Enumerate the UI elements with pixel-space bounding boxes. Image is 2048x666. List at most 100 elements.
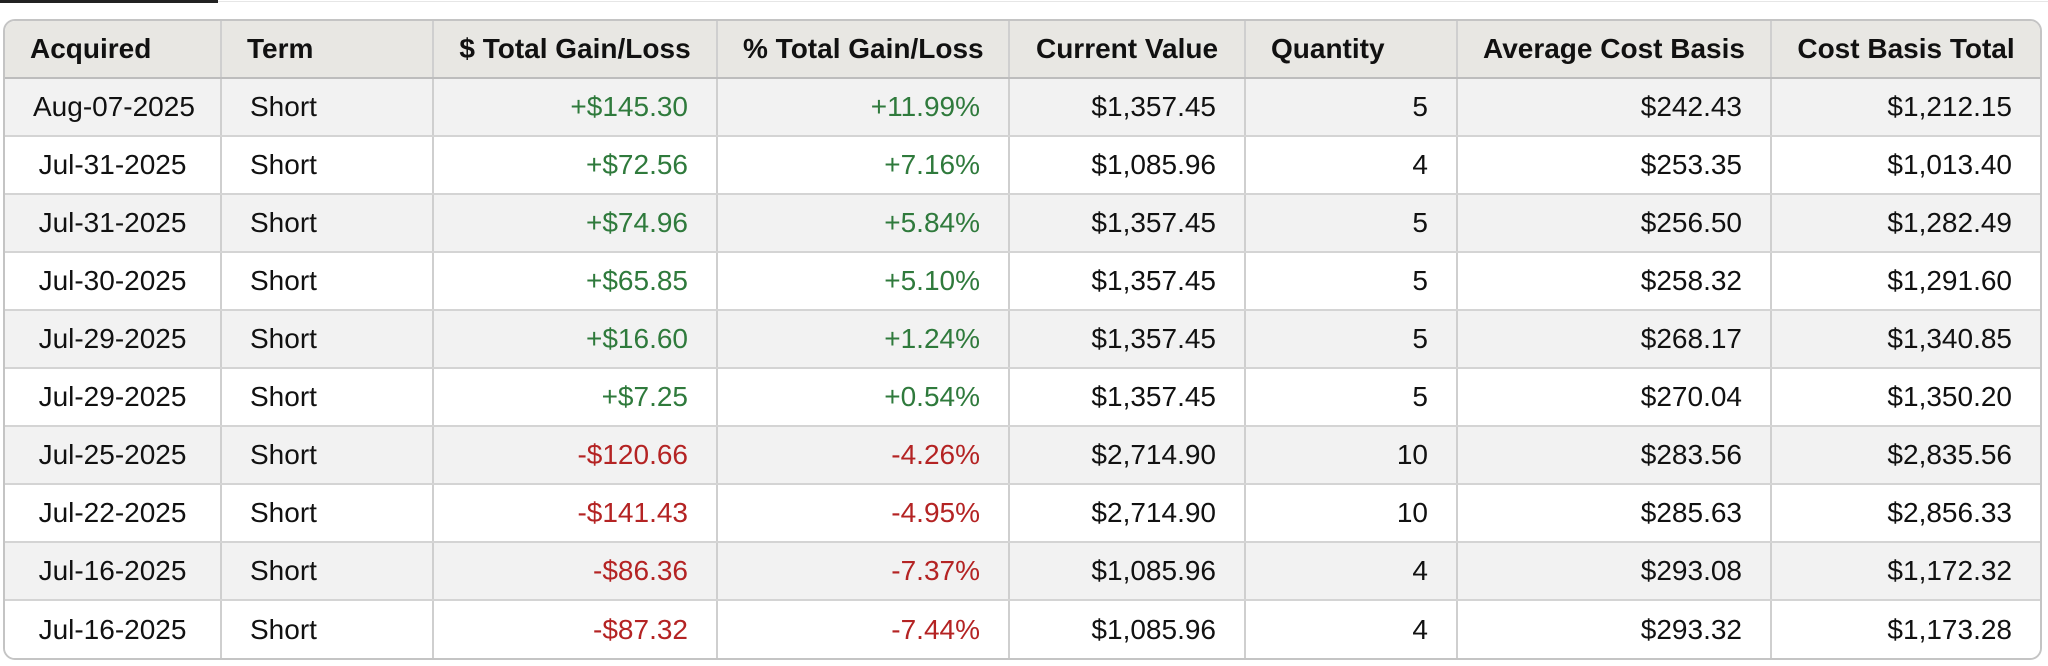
table-row: Jul-16-2025 Short -$86.36 -7.37% $1,085.… [5,542,2040,601]
cell-average-cost-basis: $285.63 [1457,484,1772,543]
cell-pct-gain-loss: +1.24% [717,310,1010,369]
cell-quantity: 4 [1245,136,1458,195]
cell-acquired: Jul-16-2025 [5,600,222,658]
cell-cost-basis-total: $1,350.20 [1771,368,2040,427]
cell-cost-basis-total: $1,291.60 [1771,252,2040,311]
table-row: Jul-31-2025 Short +$74.96 +5.84% $1,357.… [5,194,2040,253]
cell-current-value: $1,085.96 [1009,542,1246,601]
cell-average-cost-basis: $258.32 [1457,252,1772,311]
column-header-dollar-gain-loss[interactable]: $ Total Gain/Loss [433,21,718,79]
cell-average-cost-basis: $253.35 [1457,136,1772,195]
cell-cost-basis-total: $1,013.40 [1771,136,2040,195]
lots-table-container: Acquired Term $ Total Gain/Loss % Total … [3,19,2042,660]
cell-current-value: $2,714.90 [1009,426,1246,485]
cell-pct-gain-loss: -7.37% [717,542,1010,601]
cell-dollar-gain-loss: +$65.85 [433,252,718,311]
cell-average-cost-basis: $268.17 [1457,310,1772,369]
cell-cost-basis-total: $1,212.15 [1771,78,2040,137]
cell-cost-basis-total: $1,282.49 [1771,194,2040,253]
cell-acquired: Jul-22-2025 [5,484,222,543]
cell-current-value: $1,357.45 [1009,310,1246,369]
cell-quantity: 10 [1245,426,1458,485]
cell-term: Short [221,136,434,195]
cell-pct-gain-loss: -4.26% [717,426,1010,485]
cell-current-value: $1,357.45 [1009,368,1246,427]
table-row: Jul-29-2025 Short +$7.25 +0.54% $1,357.4… [5,368,2040,427]
cell-quantity: 5 [1245,194,1458,253]
cell-current-value: $1,085.96 [1009,136,1246,195]
cell-pct-gain-loss: -7.44% [717,600,1010,658]
cell-cost-basis-total: $1,173.28 [1887,613,2012,645]
header-row: Acquired Term $ Total Gain/Loss % Total … [5,21,2040,79]
cell-average-cost-basis: $256.50 [1457,194,1772,253]
cell-dollar-gain-loss: +$7.25 [433,368,718,427]
cell-term: Short [221,252,434,311]
cell-dollar-gain-loss: -$86.36 [433,542,718,601]
cell-term: Short [221,368,434,427]
cell-dollar-gain-loss: +$16.60 [433,310,718,369]
cell-term: Short [221,426,434,485]
table-row: Aug-07-2025 Short +$145.30 +11.99% $1,35… [5,78,2040,137]
cell-dollar-gain-loss: -$141.43 [433,484,718,543]
cell-average-cost-basis: $293.08 [1457,542,1772,601]
table-row: Jul-25-2025 Short -$120.66 -4.26% $2,714… [5,426,2040,485]
cell-quantity: 5 [1245,252,1458,311]
table-row: Jul-31-2025 Short +$72.56 +7.16% $1,085.… [5,136,2040,195]
cell-term: Short [221,600,434,658]
cell-current-value: $1,357.45 [1009,78,1246,137]
cell-current-value: $1,357.45 [1009,194,1246,253]
cell-term: Short [221,194,434,253]
cell-acquired: Jul-31-2025 [5,136,222,195]
cell-quantity: 10 [1245,484,1458,543]
cell-dollar-gain-loss: +$74.96 [433,194,718,253]
column-header-current-value[interactable]: Current Value [1009,21,1246,79]
column-header-cost-basis-total[interactable]: Cost Basis Total [1771,21,2040,79]
lots-table: Acquired Term $ Total Gain/Loss % Total … [5,21,2040,658]
cell-current-value: $1,357.45 [1009,252,1246,311]
table-header: Acquired Term $ Total Gain/Loss % Total … [5,21,2040,79]
cell-dollar-gain-loss: +$145.30 [433,78,718,137]
cell-quantity: 4 [1245,600,1458,658]
cell-acquired: Jul-31-2025 [5,194,222,253]
cell-cost-basis-total: $1,340.85 [1771,310,2040,369]
cell-acquired: Aug-07-2025 [5,78,222,137]
cell-pct-gain-loss: +11.99% [717,78,1010,137]
cell-current-value: $1,085.96 [1009,600,1246,658]
cell-quantity: 5 [1245,78,1458,137]
cell-quantity: 5 [1245,368,1458,427]
column-header-quantity[interactable]: Quantity [1245,21,1458,79]
cell-average-cost-basis: $293.32 [1457,600,1772,658]
table-row: Jul-16-2025 Short -$87.32 -7.44% $1,085.… [5,600,2040,658]
cell-average-cost-basis: $242.43 [1457,78,1772,137]
column-header-acquired[interactable]: Acquired [5,21,222,79]
cell-term: Short [221,78,434,137]
cell-term: Short [221,310,434,369]
cell-acquired: Jul-29-2025 [5,310,222,369]
cell-dollar-gain-loss: -$87.32 [433,600,718,658]
table-row: Jul-30-2025 Short +$65.85 +5.10% $1,357.… [5,252,2040,311]
cell-pct-gain-loss: +0.54% [717,368,1010,427]
cell-cost-basis-total: $1,172.32 [1771,542,2040,601]
cell-pct-gain-loss: +5.84% [717,194,1010,253]
cell-pct-gain-loss: -4.95% [717,484,1010,543]
cell-dollar-gain-loss: +$72.56 [433,136,718,195]
cell-quantity: 4 [1245,542,1458,601]
column-header-term[interactable]: Term [221,21,434,79]
cell-acquired: Jul-25-2025 [5,426,222,485]
table-row: Jul-22-2025 Short -$141.43 -4.95% $2,714… [5,484,2040,543]
table-row: Jul-29-2025 Short +$16.60 +1.24% $1,357.… [5,310,2040,369]
cell-dollar-gain-loss: -$120.66 [433,426,718,485]
cell-acquired: Jul-29-2025 [5,368,222,427]
cell-quantity: 5 [1245,310,1458,369]
cell-cost-basis-total: $2,856.33 [1771,484,2040,543]
cell-pct-gain-loss: +5.10% [717,252,1010,311]
cell-cost-basis-total: $2,835.56 [1771,426,2040,485]
cell-current-value: $2,714.90 [1009,484,1246,543]
column-header-pct-gain-loss[interactable]: % Total Gain/Loss [717,21,1010,79]
column-header-average-cost-basis[interactable]: Average Cost Basis [1457,21,1772,79]
top-tab-indicator [0,0,218,3]
cell-term: Short [221,542,434,601]
cell-acquired: Jul-30-2025 [5,252,222,311]
cell-average-cost-basis: $270.04 [1457,368,1772,427]
cell-term: Short [221,484,434,543]
